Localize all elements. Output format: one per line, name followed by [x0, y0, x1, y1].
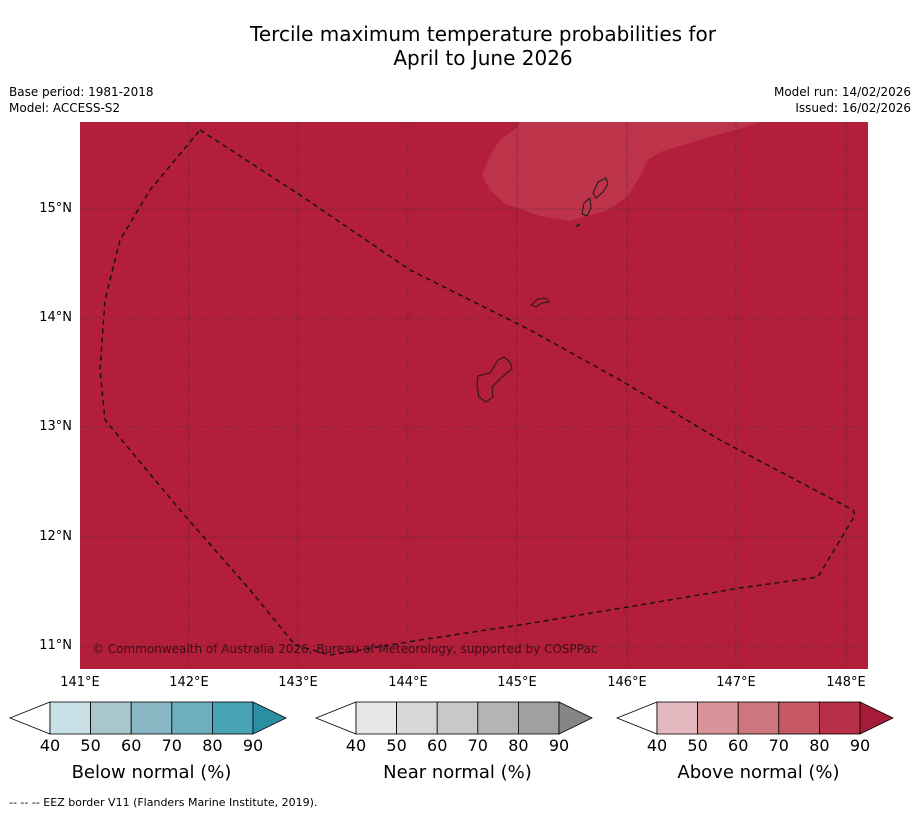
colorbar-below-tick: 70 [162, 736, 182, 755]
base-period: Base period: 1981-2018 [9, 85, 154, 99]
colorbar-below-tick: 90 [243, 736, 263, 755]
lat-label-15: 15°N [39, 201, 72, 216]
colorbar-near-label: Near normal (%) [383, 762, 532, 783]
colorbar-below-extend-high [252, 701, 287, 735]
colorbar-near-segment [436, 701, 479, 735]
probability-patch-80 [482, 122, 760, 221]
colorbar-above-segment [778, 701, 820, 735]
model-name: Model: ACCESS-S2 [9, 101, 121, 115]
colorbar-above-extend-low [615, 701, 658, 735]
colorbar-above-segment [819, 701, 861, 735]
graticule [80, 122, 868, 669]
colorbar-near-segment [518, 701, 560, 735]
island-tinian [581, 197, 592, 217]
colorbar-below-segment [49, 701, 91, 735]
colorbar-above-tick: 90 [850, 736, 870, 755]
colorbar-above: 40 50 60 70 80 90 Above normal (%) [615, 701, 894, 783]
colorbar-above-tick: 40 [647, 736, 667, 755]
lat-label-12: 12°N [39, 529, 72, 544]
issued-date: Issued: 16/02/2026 [795, 101, 911, 115]
colorbar-above-extend-high [859, 701, 894, 735]
lat-label-11: 11°N [39, 638, 72, 653]
lon-label-147: 147°E [716, 675, 756, 690]
meta-right: Model run: 14/02/2026 Issued: 16/02/2026 [774, 84, 911, 116]
colorbar-below-tick: 80 [202, 736, 222, 755]
colorbar-below-extend-low [8, 701, 51, 735]
colorbar-below-tick: 40 [40, 736, 60, 755]
colorbar-above-segment [697, 701, 739, 735]
footnote: -- -- -- EEZ border V11 (Flanders Marine… [9, 796, 318, 809]
eez-border [99, 129, 856, 656]
colorbar-near-tick: 80 [508, 736, 528, 755]
island-guam [476, 356, 513, 403]
chart-title: Tercile maximum temperature probabilitie… [0, 22, 919, 70]
colorbar-below-tick: 50 [80, 736, 100, 755]
colorbar-below-tick: 60 [121, 736, 141, 755]
colorbar-above-segment [737, 701, 780, 735]
island-rota [530, 297, 550, 308]
colorbar-near-tick: 40 [346, 736, 366, 755]
colorbar-below-segment [90, 701, 132, 735]
colorbar-near: 40 50 60 70 80 90 Near normal (%) [314, 701, 593, 783]
colorbar-near-extend-high [558, 701, 593, 735]
lon-label-141: 141°E [60, 675, 100, 690]
lon-label-144: 144°E [388, 675, 428, 690]
colorbar-near-tick: 50 [386, 736, 406, 755]
island-aguijan [575, 223, 581, 227]
colorbar-near-segment [355, 701, 397, 735]
lon-label-148: 148°E [826, 675, 866, 690]
colorbar-below: 40 50 60 70 80 90 Below normal (%) [8, 701, 287, 783]
colorbar-near-tick: 60 [427, 736, 447, 755]
lon-label-146: 146°E [607, 675, 647, 690]
colorbar-near-tick: 90 [549, 736, 569, 755]
map-area [80, 122, 868, 669]
model-run: Model run: 14/02/2026 [773, 85, 911, 99]
lon-label-143: 143°E [278, 675, 318, 690]
island-saipan [592, 177, 609, 199]
colorbars: 40 50 60 70 80 90 Below normal (%) 40 50 60 70 80 90… [8, 701, 894, 783]
islands [476, 177, 609, 403]
colorbar-near-extend-low [314, 701, 357, 735]
title-line-1: Tercile maximum temperature probabilitie… [250, 22, 716, 46]
lat-label-13: 13°N [39, 419, 72, 434]
meta-left: Base period: 1981-2018 Model: ACCESS-S2 [9, 84, 154, 116]
colorbar-near-segment [396, 701, 438, 735]
colorbar-below-segment [171, 701, 213, 735]
colorbar-below-segment [130, 701, 173, 735]
lon-label-142: 142°E [169, 675, 209, 690]
lon-label-145: 145°E [497, 675, 537, 690]
colorbar-near-tick: 70 [468, 736, 488, 755]
colorbar-below-segment [211, 701, 254, 735]
colorbar-above-label: Above normal (%) [677, 762, 839, 783]
title-line-2: April to June 2026 [393, 46, 573, 70]
colorbar-above-segment [656, 701, 698, 735]
colorbar-above-tick: 50 [687, 736, 707, 755]
colorbar-above-tick: 70 [769, 736, 789, 755]
colorbar-above-tick: 80 [809, 736, 829, 755]
lat-label-14: 14°N [39, 310, 72, 325]
colorbar-near-segment [477, 701, 519, 735]
colorbar-below-label: Below normal (%) [72, 762, 232, 783]
copyright-text: © Commonwealth of Australia 2026, Bureau… [92, 642, 597, 656]
colorbar-above-tick: 60 [728, 736, 748, 755]
